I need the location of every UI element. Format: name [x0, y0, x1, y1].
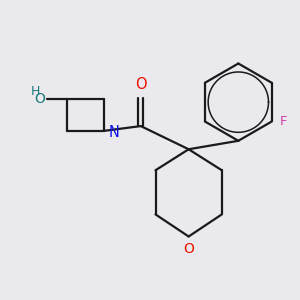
- Text: H: H: [31, 85, 40, 98]
- Text: N: N: [108, 125, 119, 140]
- Text: O: O: [34, 92, 45, 106]
- Text: O: O: [135, 77, 147, 92]
- Text: O: O: [183, 242, 194, 256]
- Text: F: F: [280, 115, 287, 128]
